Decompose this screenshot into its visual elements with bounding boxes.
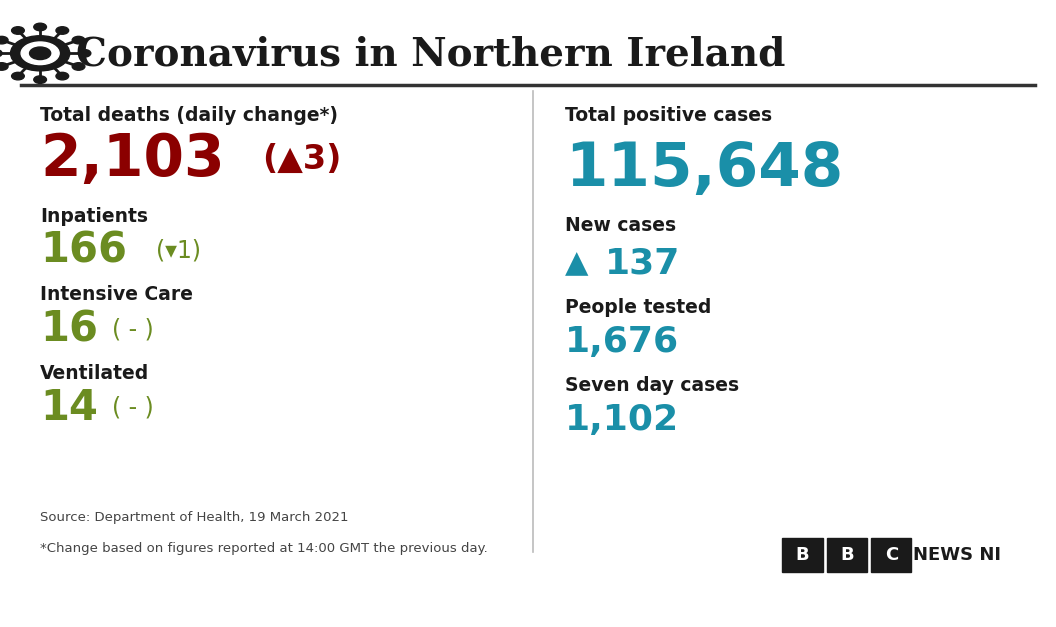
Circle shape: [11, 36, 70, 71]
Circle shape: [78, 50, 91, 57]
Text: Ventilated: Ventilated: [40, 364, 149, 382]
Text: Total positive cases: Total positive cases: [565, 107, 772, 125]
Text: People tested: People tested: [565, 298, 712, 317]
Text: 2,103: 2,103: [40, 132, 225, 188]
Text: Intensive Care: Intensive Care: [40, 285, 193, 304]
Text: 1,676: 1,676: [565, 325, 679, 359]
Text: B: B: [796, 546, 809, 564]
Circle shape: [12, 72, 24, 80]
Circle shape: [72, 63, 84, 70]
Circle shape: [56, 72, 69, 80]
Text: NEWS NI: NEWS NI: [913, 546, 1001, 564]
Text: ( - ): ( - ): [112, 317, 154, 341]
FancyBboxPatch shape: [871, 538, 911, 572]
Text: 14: 14: [40, 387, 98, 428]
Circle shape: [30, 47, 51, 60]
Text: *Change based on figures reported at 14:00 GMT the previous day.: *Change based on figures reported at 14:…: [40, 542, 488, 555]
Text: 16: 16: [40, 308, 98, 350]
Text: 1,102: 1,102: [565, 403, 679, 437]
Circle shape: [0, 36, 8, 44]
Text: (▾1): (▾1): [156, 239, 202, 263]
Text: 115,648: 115,648: [565, 140, 843, 199]
Text: Total deaths (daily change*): Total deaths (daily change*): [40, 107, 338, 125]
Text: B: B: [841, 546, 853, 564]
Circle shape: [0, 63, 8, 70]
Circle shape: [34, 76, 46, 83]
FancyBboxPatch shape: [782, 538, 823, 572]
FancyBboxPatch shape: [827, 538, 867, 572]
Circle shape: [21, 42, 59, 65]
Text: (▲3): (▲3): [262, 144, 341, 176]
Circle shape: [56, 27, 69, 34]
Text: Inpatients: Inpatients: [40, 207, 148, 226]
Text: New cases: New cases: [565, 216, 676, 235]
Circle shape: [34, 23, 46, 31]
Text: Source: Department of Health, 19 March 2021: Source: Department of Health, 19 March 2…: [40, 511, 348, 524]
Circle shape: [72, 36, 84, 44]
Text: ( - ): ( - ): [112, 396, 154, 419]
Text: ▲: ▲: [565, 249, 588, 278]
Text: Seven day cases: Seven day cases: [565, 376, 739, 395]
Text: 166: 166: [40, 230, 127, 271]
Text: C: C: [885, 546, 898, 564]
Circle shape: [12, 27, 24, 34]
Text: Coronavirus in Northern Ireland: Coronavirus in Northern Ireland: [76, 36, 786, 73]
Text: 137: 137: [605, 246, 680, 280]
Circle shape: [0, 50, 2, 57]
